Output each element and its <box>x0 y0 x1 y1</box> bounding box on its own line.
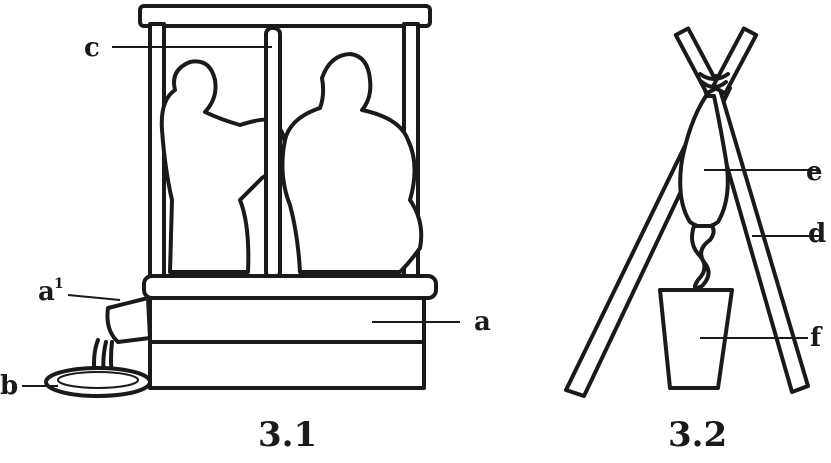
vat-lower <box>148 340 426 390</box>
tripod-top-right <box>710 26 759 96</box>
collecting-bucket <box>658 288 734 390</box>
leader-a1 <box>67 294 121 301</box>
label-e: e <box>806 157 823 187</box>
spout <box>105 296 152 344</box>
vat-upper <box>148 296 426 344</box>
collecting-basin-inner <box>57 371 139 389</box>
label-f: f <box>810 323 823 353</box>
frame-post-left <box>148 22 166 281</box>
figure-3-2: e d f 3.2 <box>564 26 826 455</box>
label-b: b <box>0 371 18 401</box>
caption-3-1: 3.1 <box>258 415 317 455</box>
tripod-binding <box>698 72 730 89</box>
stirring-pole <box>264 26 282 280</box>
label-d: d <box>808 219 826 249</box>
label-a: a <box>474 307 491 337</box>
caption-3-2: 3.2 <box>668 415 727 455</box>
figure-3-1: c a a 1 b 3.1 <box>0 4 491 455</box>
twisted-drip <box>690 224 716 290</box>
label-a1: a <box>38 277 55 307</box>
person-right <box>280 52 424 274</box>
label-a1-superscript: 1 <box>54 276 64 292</box>
person-left <box>159 59 287 274</box>
vat-rim <box>142 274 438 300</box>
label-c: c <box>84 33 100 63</box>
collecting-basin <box>44 366 152 398</box>
frame-top-beam <box>138 4 432 28</box>
